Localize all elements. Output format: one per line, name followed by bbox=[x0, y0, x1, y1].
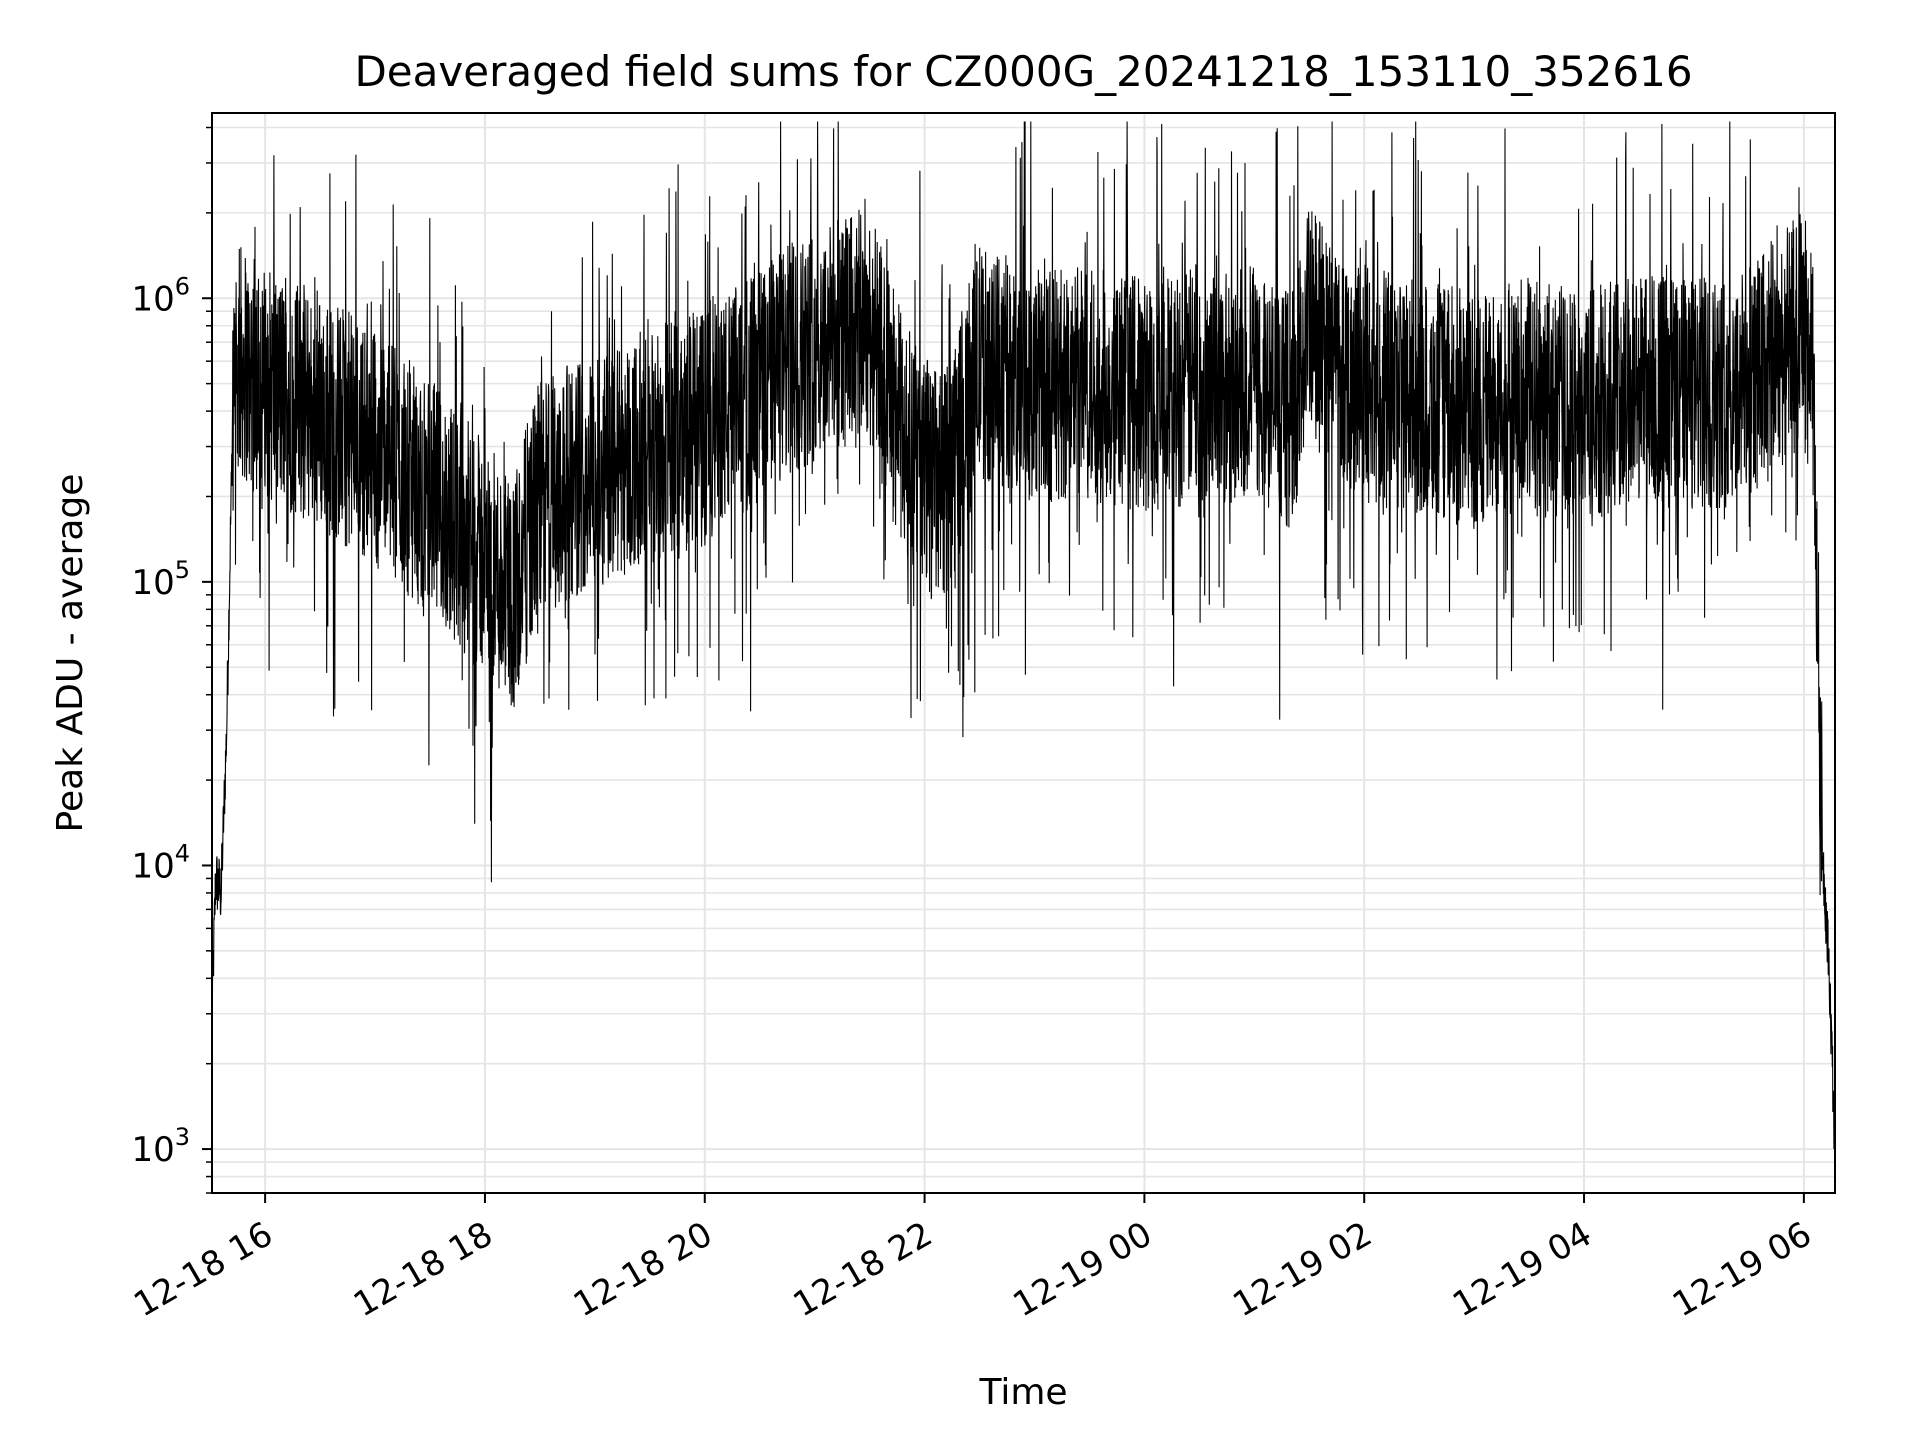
plot-layer bbox=[211, 121, 1836, 1174]
series-line bbox=[211, 121, 1836, 1174]
y-axis-label: Peak ADU - average bbox=[50, 474, 91, 833]
chart-title: Deaveraged field sums for CZ000G_2024121… bbox=[354, 47, 1692, 96]
x-axis-label: Time bbox=[978, 1372, 1067, 1413]
y-tick-label: 104 bbox=[131, 839, 190, 886]
y-tick-label: 105 bbox=[131, 556, 190, 603]
y-tick-label: 103 bbox=[131, 1123, 190, 1170]
plot-frame bbox=[211, 112, 1836, 1194]
y-tick-label: 106 bbox=[131, 272, 190, 319]
